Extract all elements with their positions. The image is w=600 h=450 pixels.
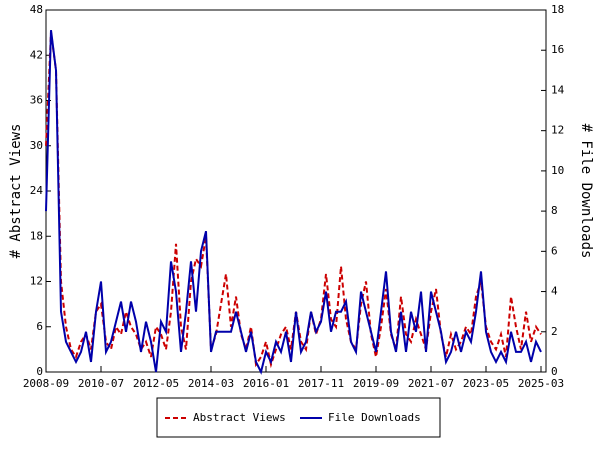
y2-tick-label: 8 (551, 204, 558, 217)
y-tick-label: 6 (36, 320, 43, 333)
x-tick-label: 2023-05 (463, 377, 509, 390)
legend-box (156, 397, 441, 438)
legend-label: Abstract Views (193, 411, 286, 424)
y-tick-label: 42 (30, 48, 43, 61)
x-tick-label: 2019-09 (353, 377, 399, 390)
y2-tick-label: 14 (551, 83, 565, 96)
y2-tick-label: 4 (551, 285, 558, 298)
y-tick-label: 30 (30, 139, 43, 152)
x-tick-label: 2025-03 (518, 377, 564, 390)
y-axis-label: # Abstract Views (8, 124, 24, 259)
x-tick-label: 2012-05 (133, 377, 179, 390)
x-tick-label: 2021-07 (408, 377, 454, 390)
y2-tick-label: 0 (551, 365, 558, 378)
y-tick-label: 18 (30, 229, 43, 242)
y2-tick-label: 10 (551, 164, 564, 177)
y-tick-label: 12 (30, 275, 43, 288)
y2-tick-label: 2 (551, 325, 558, 338)
legend-label: File Downloads (328, 411, 421, 424)
y-tick-label: 48 (30, 3, 43, 16)
series-line (45, 29, 542, 375)
x-tick-label: 2016-01 (243, 377, 289, 390)
y2-axis-label: # File Downloads (578, 124, 594, 259)
y-tick-label: 0 (36, 365, 43, 378)
series-line (45, 32, 542, 369)
y2-tick-label: 18 (551, 3, 564, 16)
x-tick-label: 2010-07 (78, 377, 124, 390)
y2-tick-label: 6 (551, 244, 558, 257)
x-tick-label: 2017-11 (298, 377, 344, 390)
y-tick-label: 36 (30, 94, 43, 107)
x-tick-label: 2008-09 (23, 377, 69, 390)
y2-tick-label: 16 (551, 43, 564, 56)
x-tick-label: 2014-03 (188, 377, 234, 390)
y2-tick-label: 12 (551, 124, 564, 137)
y-tick-label: 24 (30, 184, 44, 197)
